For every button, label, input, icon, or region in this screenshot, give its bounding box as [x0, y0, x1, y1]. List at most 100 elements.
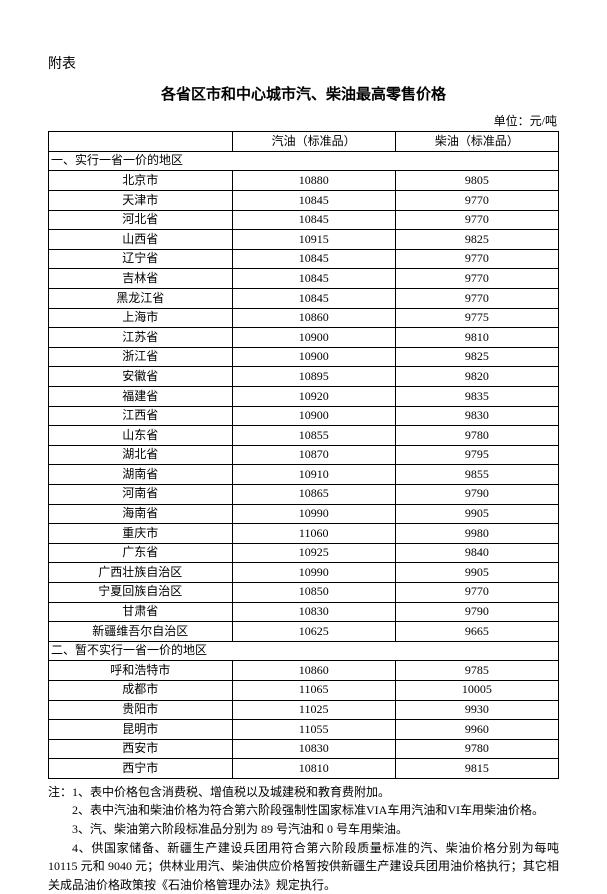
col-header-region [49, 132, 233, 152]
cell-diesel: 9930 [395, 700, 558, 720]
cell-gasoline: 10920 [232, 387, 395, 407]
cell-gasoline: 10830 [232, 739, 395, 759]
table-row: 江西省109009830 [49, 406, 559, 426]
table-row: 北京市108809805 [49, 171, 559, 191]
table-row: 浙江省109009825 [49, 347, 559, 367]
table-row: 甘肃省108309790 [49, 602, 559, 622]
unit-label: 单位：元/吨 [48, 114, 559, 130]
cell-gasoline: 10900 [232, 406, 395, 426]
table-row: 河南省108659790 [49, 484, 559, 504]
cell-region: 成都市 [49, 680, 233, 700]
cell-diesel: 9795 [395, 445, 558, 465]
cell-region: 福建省 [49, 387, 233, 407]
cell-diesel: 9770 [395, 191, 558, 211]
cell-diesel: 9855 [395, 465, 558, 485]
cell-region: 天津市 [49, 191, 233, 211]
cell-gasoline: 10850 [232, 582, 395, 602]
note-line-3: 3、汽、柴油第六阶段标准品分别为 89 号汽油和 0 号车用柴油。 [48, 820, 559, 839]
cell-gasoline: 10910 [232, 465, 395, 485]
attachment-label: 附表 [48, 56, 559, 74]
cell-diesel: 9770 [395, 269, 558, 289]
col-header-gasoline: 汽油（标准品） [232, 132, 395, 152]
table-row: 天津市108459770 [49, 191, 559, 211]
cell-gasoline: 10845 [232, 289, 395, 309]
cell-diesel: 9770 [395, 249, 558, 269]
cell-gasoline: 10900 [232, 328, 395, 348]
cell-diesel: 9820 [395, 367, 558, 387]
cell-diesel: 9825 [395, 230, 558, 250]
table-row: 呼和浩特市108609785 [49, 661, 559, 681]
note-line-4: 4、供国家储备、新疆生产建设兵团用符合第六阶段质量标准的汽、柴油价格分别为每吨 … [48, 839, 559, 894]
cell-diesel: 9980 [395, 524, 558, 544]
cell-diesel: 9785 [395, 661, 558, 681]
table-row: 新疆维吾尔自治区106259665 [49, 622, 559, 642]
cell-region: 辽宁省 [49, 249, 233, 269]
cell-diesel: 9835 [395, 387, 558, 407]
cell-diesel: 9770 [395, 582, 558, 602]
cell-gasoline: 10845 [232, 249, 395, 269]
cell-gasoline: 10845 [232, 269, 395, 289]
price-table: 汽油（标准品） 柴油（标准品） 一、实行一省一价的地区北京市108809805天… [48, 131, 559, 779]
table-header-row: 汽油（标准品） 柴油（标准品） [49, 132, 559, 152]
table-row: 安徽省108959820 [49, 367, 559, 387]
cell-region: 安徽省 [49, 367, 233, 387]
cell-gasoline: 10880 [232, 171, 395, 191]
cell-gasoline: 10990 [232, 563, 395, 583]
cell-diesel: 9810 [395, 328, 558, 348]
cell-gasoline: 10990 [232, 504, 395, 524]
table-row: 河北省108459770 [49, 210, 559, 230]
section-row: 一、实行一省一价的地区 [49, 151, 559, 171]
cell-region: 浙江省 [49, 347, 233, 367]
table-row: 湖南省109109855 [49, 465, 559, 485]
cell-diesel: 9770 [395, 289, 558, 309]
cell-diesel: 9790 [395, 602, 558, 622]
cell-region: 重庆市 [49, 524, 233, 544]
cell-region: 江西省 [49, 406, 233, 426]
cell-diesel: 9905 [395, 504, 558, 524]
cell-region: 海南省 [49, 504, 233, 524]
cell-region: 新疆维吾尔自治区 [49, 622, 233, 642]
cell-diesel: 9775 [395, 308, 558, 328]
page-title: 各省区市和中心城市汽、柴油最高零售价格 [48, 86, 559, 106]
cell-diesel: 9840 [395, 543, 558, 563]
cell-gasoline: 11025 [232, 700, 395, 720]
cell-gasoline: 11060 [232, 524, 395, 544]
table-row: 广东省109259840 [49, 543, 559, 563]
cell-gasoline: 10810 [232, 759, 395, 779]
cell-region: 黑龙江省 [49, 289, 233, 309]
note-line-2: 2、表中汽油和柴油价格为符合第六阶段强制性国家标准VIA车用汽油和VI车用柴油价… [48, 801, 559, 820]
table-row: 重庆市110609980 [49, 524, 559, 544]
cell-diesel: 9960 [395, 720, 558, 740]
cell-region: 宁夏回族自治区 [49, 582, 233, 602]
cell-region: 上海市 [49, 308, 233, 328]
price-table-body: 一、实行一省一价的地区北京市108809805天津市108459770河北省10… [49, 151, 559, 778]
cell-gasoline: 10860 [232, 661, 395, 681]
cell-gasoline: 10855 [232, 426, 395, 446]
table-row: 昆明市110559960 [49, 720, 559, 740]
cell-region: 山西省 [49, 230, 233, 250]
table-row: 上海市108609775 [49, 308, 559, 328]
note-line-1: 注：1、表中价格包含消费税、增值税以及城建税和教育费附加。 [48, 783, 559, 802]
table-row: 宁夏回族自治区108509770 [49, 582, 559, 602]
cell-gasoline: 10915 [232, 230, 395, 250]
cell-region: 呼和浩特市 [49, 661, 233, 681]
cell-gasoline: 10895 [232, 367, 395, 387]
cell-gasoline: 10830 [232, 602, 395, 622]
cell-gasoline: 10925 [232, 543, 395, 563]
cell-gasoline: 11055 [232, 720, 395, 740]
cell-region: 江苏省 [49, 328, 233, 348]
section-label: 二、暂不实行一省一价的地区 [49, 641, 559, 661]
cell-diesel: 9805 [395, 171, 558, 191]
cell-diesel: 10005 [395, 680, 558, 700]
cell-region: 北京市 [49, 171, 233, 191]
note-1-text: 1、表中价格包含消费税、增值税以及城建税和教育费附加。 [72, 785, 390, 799]
cell-diesel: 9770 [395, 210, 558, 230]
table-row: 山东省108559780 [49, 426, 559, 446]
cell-region: 广西壮族自治区 [49, 563, 233, 583]
cell-diesel: 9790 [395, 484, 558, 504]
cell-diesel: 9780 [395, 426, 558, 446]
table-row: 黑龙江省108459770 [49, 289, 559, 309]
cell-region: 湖北省 [49, 445, 233, 465]
cell-region: 昆明市 [49, 720, 233, 740]
cell-gasoline: 10860 [232, 308, 395, 328]
